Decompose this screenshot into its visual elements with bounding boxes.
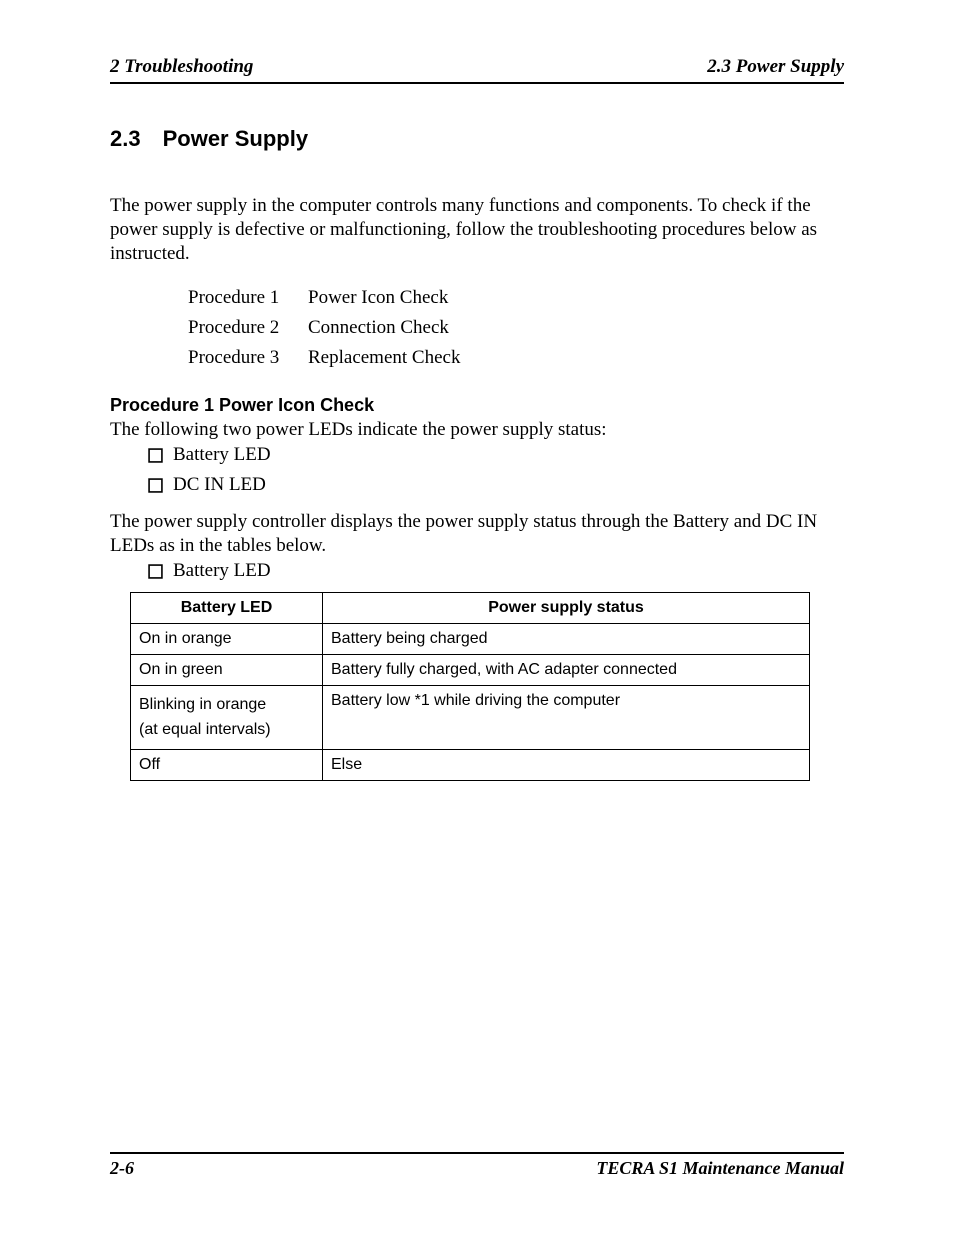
table-cell: On in green (131, 654, 323, 685)
procedure-name: Power Icon Check (308, 287, 448, 309)
procedure1-lead: The following two power LEDs indicate th… (110, 418, 844, 442)
list-item-label: Battery LED (173, 444, 271, 466)
running-header: 2 Troubleshooting 2.3 Power Supply (110, 56, 844, 84)
table-header: Battery LED (131, 592, 323, 623)
list-item-label: Battery LED (173, 560, 271, 582)
list-item: Battery LED (148, 560, 844, 582)
procedure-name: Replacement Check (308, 347, 460, 369)
table-cell: Off (131, 749, 323, 780)
table-header: Power supply status (323, 592, 810, 623)
procedure-name: Connection Check (308, 317, 449, 339)
intro-paragraph: The power supply in the computer control… (110, 194, 844, 265)
table-cell: Battery fully charged, with AC adapter c… (323, 654, 810, 685)
procedure-list: Procedure 1 Power Icon Check Procedure 2… (188, 287, 844, 369)
section-number: 2.3 (110, 126, 141, 152)
section-name: Power Supply (163, 126, 308, 151)
checkbox-icon (148, 478, 163, 493)
list-item: DC IN LED (148, 474, 844, 496)
table-cell: Else (323, 749, 810, 780)
table-cell: Battery low *1 while driving the compute… (323, 685, 810, 749)
running-footer: 2-6 TECRA S1 Maintenance Manual (110, 1152, 844, 1179)
procedure-label: Procedure 1 (188, 287, 308, 309)
list-item-label: DC IN LED (173, 474, 266, 496)
table-row: Blinking in orange(at equal intervals) B… (131, 685, 810, 749)
footer-left: 2-6 (110, 1158, 134, 1179)
table-cell: Battery being charged (323, 623, 810, 654)
procedure1-lead2: The power supply controller displays the… (110, 510, 844, 558)
footer-right: TECRA S1 Maintenance Manual (596, 1158, 844, 1179)
procedure-row: Procedure 1 Power Icon Check (188, 287, 844, 309)
procedure-label: Procedure 3 (188, 347, 308, 369)
header-left: 2 Troubleshooting (110, 56, 253, 78)
header-right: 2.3 Power Supply (707, 56, 844, 78)
table-row: On in orange Battery being charged (131, 623, 810, 654)
table-header-row: Battery LED Power supply status (131, 592, 810, 623)
table-cell: On in orange (131, 623, 323, 654)
checkbox-icon (148, 448, 163, 463)
procedure1-heading: Procedure 1 Power Icon Check (110, 395, 844, 416)
table-row: Off Else (131, 749, 810, 780)
table-row: On in green Battery fully charged, with … (131, 654, 810, 685)
section-title: 2.3 Power Supply (110, 126, 844, 152)
battery-led-table: Battery LED Power supply status On in or… (130, 592, 810, 781)
table-label-list: Battery LED (148, 560, 844, 582)
procedure-row: Procedure 3 Replacement Check (188, 347, 844, 369)
table-cell: Blinking in orange(at equal intervals) (131, 685, 323, 749)
list-item: Battery LED (148, 444, 844, 466)
led-list: Battery LED DC IN LED (148, 444, 844, 496)
procedure-row: Procedure 2 Connection Check (188, 317, 844, 339)
procedure-label: Procedure 2 (188, 317, 308, 339)
checkbox-icon (148, 564, 163, 579)
page: 2 Troubleshooting 2.3 Power Supply 2.3 Po… (0, 0, 954, 1235)
